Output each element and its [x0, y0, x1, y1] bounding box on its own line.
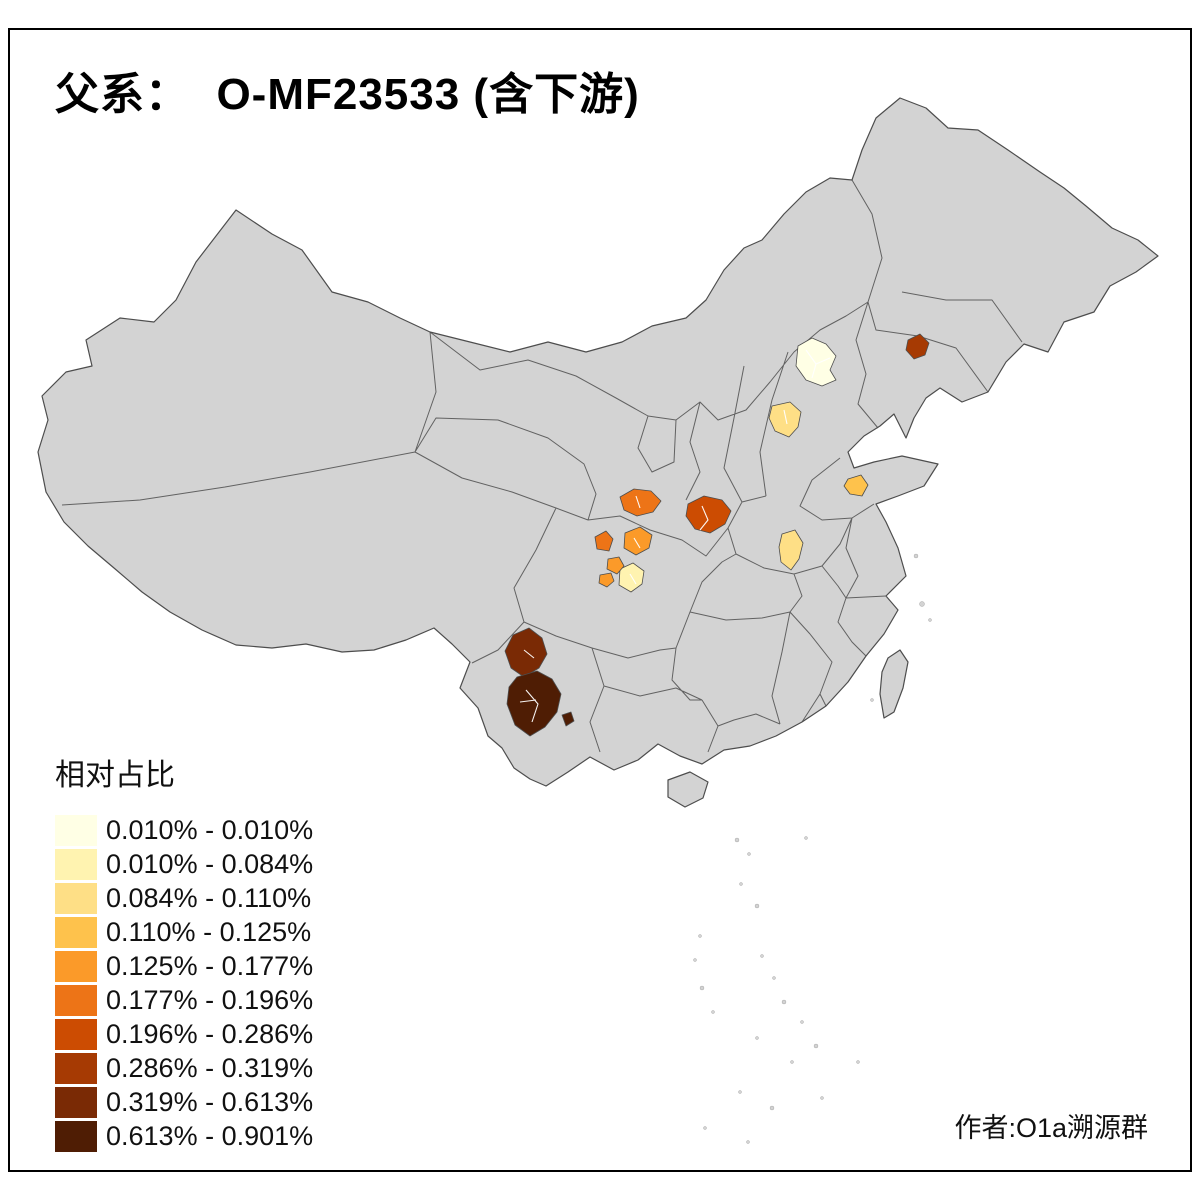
legend-label: 0.084% - 0.110% [106, 883, 312, 913]
subdivision-borders [519, 349, 831, 723]
legend-swatch [55, 1087, 97, 1118]
legend-row: 0.010% - 0.084% [55, 848, 313, 881]
legend-row: 0.613% - 0.901% [55, 1120, 313, 1153]
legend-swatch [55, 951, 97, 982]
china-mainland [37, 97, 1159, 787]
legend-label: 0.010% - 0.084% [106, 849, 314, 879]
south-china-sea-islets [693, 553, 932, 1144]
map-region-yunnan-dot [561, 711, 575, 727]
legend-row: 0.319% - 0.613% [55, 1086, 313, 1119]
legend-swatch [55, 1121, 97, 1152]
legend-swatch [55, 883, 97, 914]
legend-row: 0.177% - 0.196% [55, 984, 313, 1017]
highlighted-regions [504, 333, 930, 737]
legend-swatch [55, 917, 97, 948]
map-region-liaoning [905, 333, 930, 360]
map-region-henan-anhui [778, 529, 804, 571]
map-region-sichuan-small [598, 572, 615, 588]
hainan-island [667, 771, 709, 808]
legend-label: 0.319% - 0.613% [106, 1087, 314, 1117]
legend-label: 0.125% - 0.177% [106, 951, 314, 981]
map-region-shandong [843, 474, 869, 497]
legend-label: 0.177% - 0.196% [106, 985, 314, 1015]
legend-row: 0.084% - 0.110% [55, 882, 313, 915]
legend-row: 0.010% - 0.010% [55, 814, 313, 847]
legend-label: 0.286% - 0.319% [106, 1053, 314, 1083]
legend-label: 0.613% - 0.901% [106, 1121, 314, 1151]
legend-swatch [55, 849, 97, 880]
legend-swatch [55, 815, 97, 846]
map-region-yunnan-south [506, 670, 562, 737]
legend-label: 0.196% - 0.286% [106, 1019, 314, 1049]
legend: 相对占比 0.010% - 0.010% 0.010% - 0.084% 0.0… [55, 750, 313, 1154]
map-region-gansu-east [619, 488, 662, 517]
legend-row: 0.196% - 0.286% [55, 1018, 313, 1051]
figure-title: 父系： O-MF23533 (含下游) [55, 70, 640, 119]
map-region-sichuan-north [623, 526, 653, 556]
map-region-sichuan-mid [606, 556, 625, 575]
legend-swatch [55, 1019, 97, 1050]
legend-swatch [55, 1053, 97, 1084]
map-region-shaanxi-guanzhong [685, 495, 732, 534]
plot-frame [8, 28, 1192, 1172]
taiwan-island [879, 649, 909, 719]
legend-label: 0.110% - 0.125% [106, 917, 312, 947]
legend-label: 0.010% - 0.010% [106, 815, 314, 845]
map-region-sichuan-west [594, 530, 614, 552]
legend-row: 0.286% - 0.319% [55, 1052, 313, 1085]
map-region-yunnan-north [504, 627, 548, 678]
legend-row: 0.110% - 0.125% [55, 916, 313, 949]
map-region-hebei [768, 401, 802, 438]
legend-title: 相对占比 [55, 759, 175, 792]
legend-swatch [55, 985, 97, 1016]
legend-row: 0.125% - 0.177% [55, 950, 313, 983]
attribution: 作者:O1a溯源群 [954, 1113, 1148, 1143]
